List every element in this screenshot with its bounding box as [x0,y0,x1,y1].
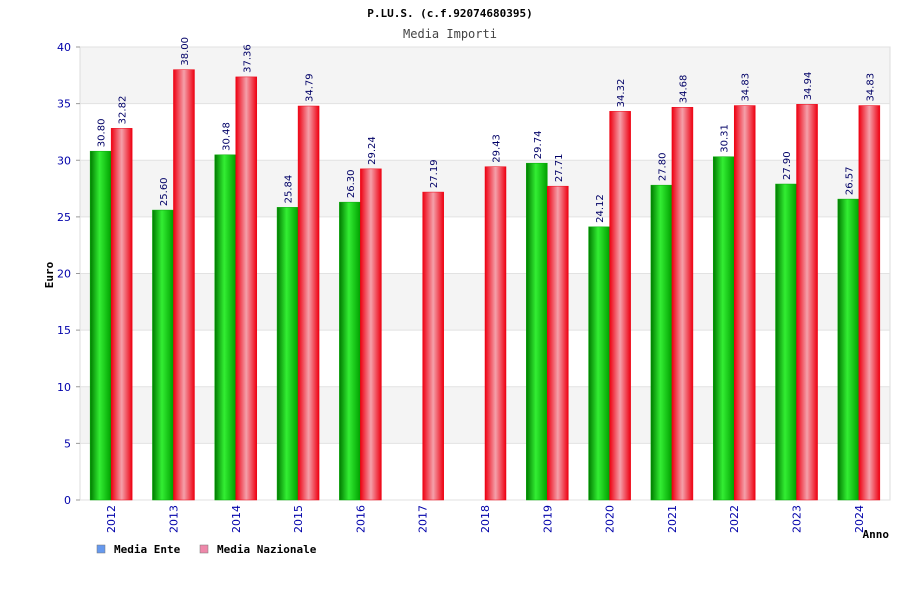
x-tick-label: 2021 [666,505,679,533]
y-tick-label: 15 [57,324,71,337]
data-label: 27.71 [554,154,565,183]
x-axis: 2012 2013 2014 2015 2016 2017 2018 2019 2020 2021… [105,505,866,533]
legend-label: Media Nazionale [217,543,317,556]
x-tick-label: 2018 [479,505,492,533]
bar-media-ente-2021 [650,184,673,501]
data-label: 24.12 [595,194,606,223]
legend-swatch [199,544,209,554]
data-label: 26.30 [346,170,357,199]
bar-media-nazionale-2012 [110,128,133,501]
legend-swatch [96,544,106,554]
data-label: 27.90 [782,151,793,180]
data-label: 32.82 [118,96,129,125]
bar-media-ente-2023 [775,183,797,501]
x-tick-label: 2017 [417,505,430,533]
y-tick-label: 20 [57,268,71,281]
data-label: 30.48 [221,122,232,151]
x-tick-label: 2016 [354,505,367,533]
data-label: 34.32 [616,79,627,108]
data-label: 34.83 [741,73,752,102]
data-label: 29.74 [533,131,544,160]
data-label: 34.83 [865,73,876,102]
bar-media-nazionale-2020 [609,111,631,501]
legend-label: Media Ente [114,543,181,556]
bar-media-nazionale-2022 [733,105,756,501]
data-label: 27.19 [429,159,440,188]
y-tick-label: 0 [64,494,71,507]
y-tick-label: 25 [57,211,71,224]
bar-media-ente-2012 [89,150,112,501]
x-tick-label: 2019 [541,505,554,533]
data-label: 37.36 [242,44,253,73]
y-tick-label: 10 [57,381,71,394]
x-tick-label: 2020 [604,505,617,533]
bar-media-nazionale-2014 [235,76,258,501]
data-label: 25.84 [284,175,295,204]
legend: Media Ente Media Nazionale [96,543,317,556]
bar-media-nazionale-2024 [858,105,881,501]
data-label: 38.00 [180,37,191,66]
bar-media-ente-2014 [214,154,237,501]
data-label: 34.68 [678,75,689,104]
bar-media-ente-2013 [152,209,174,501]
x-tick-label: 2023 [791,505,804,533]
bar-media-nazionale-2015 [297,105,320,501]
chart-subtitle: Media Importi [403,27,497,41]
x-axis-label: Anno [863,528,890,541]
data-label: 29.24 [367,136,378,165]
data-label: 26.57 [844,166,855,195]
chart-title: P.LU.S. (c.f.92074680395) [367,7,533,20]
bar-media-nazionale-2023 [796,104,818,501]
x-tick-label: 2012 [105,505,118,533]
bar-media-ente-2016 [339,201,361,501]
data-label: 25.60 [159,177,170,206]
y-tick-label: 35 [57,98,71,111]
bar-media-ente-2019 [526,162,548,501]
data-label: 34.94 [803,72,814,101]
y-tick-label: 30 [57,154,71,167]
bar-media-nazionale-2016 [360,168,382,501]
bar-media-nazionale-2021 [671,106,694,501]
grid-band [80,103,890,161]
bar-media-ente-2022 [712,156,735,501]
data-label: 34.79 [305,73,316,102]
x-tick-label: 2015 [292,505,305,533]
data-label: 30.31 [720,124,731,153]
x-tick-label: 2014 [230,505,243,533]
y-tick-label: 40 [57,41,71,54]
x-tick-label: 2013 [167,505,180,533]
bar-media-nazionale-2019 [547,185,569,501]
bar-media-nazionale-2018 [484,166,507,501]
x-tick-label: 2024 [853,505,866,533]
bar-media-nazionale-2013 [173,69,195,501]
bar-media-ente-2020 [588,226,610,501]
bars: 30.80 32.82 25.60 38.00 30.48 37.36 25.84 34.79… [89,37,881,501]
x-tick-label: 2022 [728,505,741,533]
bar-media-ente-2024 [837,198,860,501]
bar-media-ente-2015 [276,207,299,501]
data-label: 30.80 [97,119,108,148]
data-label: 27.80 [657,153,668,182]
data-label: 29.43 [492,134,503,163]
y-tick-label: 5 [64,437,71,450]
bar-media-nazionale-2017 [422,191,444,501]
grid-band [80,47,890,104]
y-axis-label: Euro [43,261,56,288]
